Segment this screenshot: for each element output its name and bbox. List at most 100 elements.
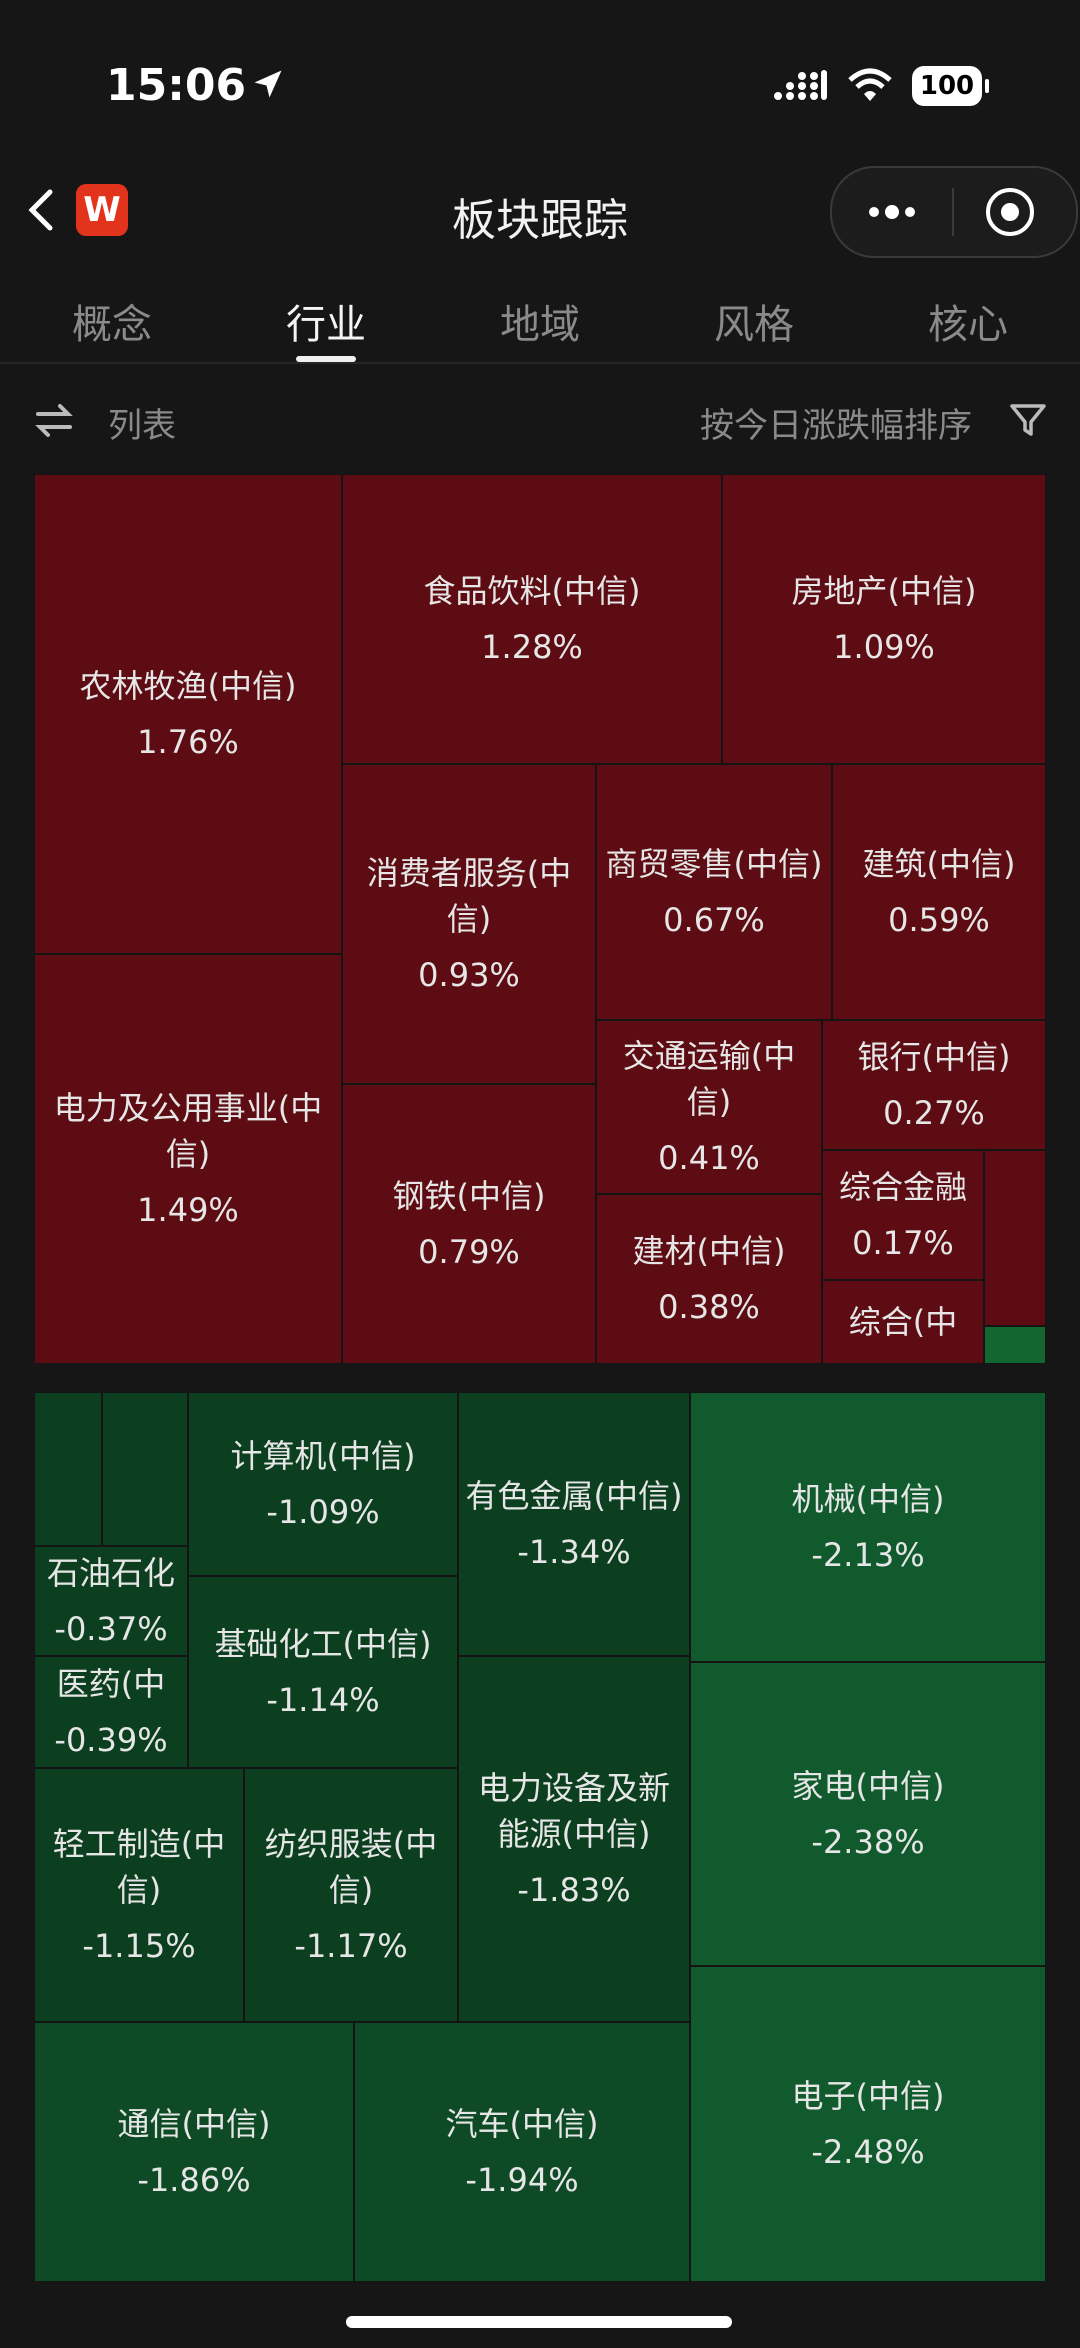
sector-name: 医药(中	[56, 1665, 166, 1703]
sector-tile[interactable]: 通信(中信) -1.86%	[34, 2022, 354, 2282]
sector-name: 商贸零售(中信)	[605, 845, 823, 883]
page-title: 板块跟踪	[452, 195, 628, 246]
sector-change: 1.28%	[481, 628, 583, 666]
sector-change: 0.79%	[418, 1233, 520, 1271]
sector-change: -1.17%	[294, 1927, 408, 1965]
sector-name: 石油石化	[46, 1554, 175, 1592]
sector-tile-small[interactable]	[984, 1326, 1046, 1364]
sector-tile[interactable]: 消费者服务(中信) 0.93%	[342, 764, 596, 1084]
sector-tile[interactable]: 石油石化 -0.37%	[34, 1546, 188, 1656]
sector-name: 有色金属(中信)	[465, 1477, 683, 1515]
sector-change: -1.83%	[517, 1871, 631, 1909]
capsule-divider	[952, 188, 954, 236]
navigation-bar: W 板块跟踪	[0, 160, 1080, 260]
sector-tile[interactable]: 计算机(中信) -1.09%	[188, 1392, 458, 1576]
tab-region[interactable]: 地域	[500, 302, 580, 348]
sector-change: 0.27%	[883, 1094, 985, 1132]
more-options-icon[interactable]	[860, 192, 924, 232]
sector-tile[interactable]: 电力设备及新能源(中信) -1.83%	[458, 1656, 690, 2022]
sector-tile[interactable]: 房地产(中信) 1.09%	[722, 474, 1046, 764]
sector-name: 房地产(中信)	[791, 572, 977, 610]
sector-tile-small[interactable]	[984, 1150, 1046, 1326]
sector-tile[interactable]: 建筑(中信) 0.59%	[832, 764, 1046, 1020]
sector-change: -1.15%	[82, 1927, 196, 1965]
sector-name: 综合金融	[838, 1168, 967, 1206]
sector-change: -2.13%	[811, 1536, 925, 1574]
sector-change: -1.34%	[517, 1533, 631, 1571]
sector-tile[interactable]: 电力及公用事业(中信) 1.49%	[34, 954, 342, 1364]
cellular-signal-icon	[774, 70, 827, 100]
tab-style[interactable]: 风格	[714, 302, 794, 348]
treemap-losers: 石油石化 -0.37% 医药(中 -0.39% 计算机(中信) -1.09% 基础化工…	[34, 1392, 1046, 2282]
sector-name: 银行(中信)	[857, 1038, 1011, 1076]
sector-name: 基础化工(中信)	[214, 1625, 432, 1663]
sector-tile[interactable]: 机械(中信) -2.13%	[690, 1392, 1046, 1662]
status-time: 15:06	[106, 60, 247, 111]
mini-program-capsule	[830, 166, 1078, 258]
sector-change: -1.09%	[266, 1493, 380, 1531]
sector-change: 0.17%	[852, 1224, 954, 1262]
sector-tile[interactable]: 综合金融 0.17%	[822, 1150, 984, 1280]
tab-industry[interactable]: 行业	[286, 302, 366, 348]
back-arrow-icon[interactable]	[20, 186, 64, 234]
sector-change: 0.41%	[658, 1139, 760, 1177]
sector-change: 1.76%	[137, 723, 239, 761]
sector-tile[interactable]: 家电(中信) -2.38%	[690, 1662, 1046, 1966]
sector-change: 0.38%	[658, 1288, 760, 1326]
filter-icon[interactable]	[1008, 400, 1048, 440]
active-tab-indicator	[296, 356, 356, 362]
sector-tile[interactable]: 有色金属(中信) -1.34%	[458, 1392, 690, 1656]
sector-tile-small[interactable]	[34, 1392, 102, 1546]
home-indicator[interactable]	[346, 2316, 732, 2328]
sector-tile[interactable]: 商贸零售(中信) 0.67%	[596, 764, 832, 1020]
tab-concept[interactable]: 概念	[72, 302, 152, 348]
category-tabs: 概念 行业 地域 风格 核心	[0, 280, 1080, 362]
tabs-divider	[0, 362, 1080, 364]
app-logo[interactable]: W	[76, 184, 128, 236]
swap-view-icon[interactable]	[34, 400, 74, 440]
sector-tile[interactable]: 交通运输(中信) 0.41%	[596, 1020, 822, 1194]
sector-name: 电力及公用事业(中信)	[53, 1089, 323, 1173]
sector-tile-small[interactable]	[102, 1392, 188, 1546]
sector-tile[interactable]: 轻工制造(中信) -1.15%	[34, 1768, 244, 2022]
sector-change: -2.48%	[811, 2133, 925, 2171]
sector-change: -1.14%	[266, 1681, 380, 1719]
sector-tile[interactable]: 基础化工(中信) -1.14%	[188, 1576, 458, 1768]
treemap-gainers: 农林牧渔(中信) 1.76% 食品饮料(中信) 1.28% 房地产(中信) 1.09%…	[34, 474, 1046, 1364]
close-target-icon[interactable]	[984, 186, 1036, 238]
sort-label[interactable]: 按今日涨跌幅排序	[700, 406, 972, 446]
sector-tile[interactable]: 食品饮料(中信) 1.28%	[342, 474, 722, 764]
sector-change: 1.09%	[833, 628, 935, 666]
battery-indicator: 100	[912, 66, 989, 106]
sector-tile[interactable]: 农林牧渔(中信) 1.76%	[34, 474, 342, 954]
sector-name: 钢铁(中信)	[392, 1177, 546, 1215]
sector-name: 轻工制造(中信)	[52, 1825, 226, 1909]
list-view-toggle[interactable]: 列表	[108, 406, 176, 446]
sector-name: 农林牧渔(中信)	[79, 667, 297, 705]
sector-name: 电子(中信)	[791, 2077, 945, 2115]
sector-name: 通信(中信)	[117, 2105, 271, 2143]
sector-tile[interactable]: 医药(中 -0.39%	[34, 1656, 188, 1768]
sector-tile[interactable]: 电子(中信) -2.48%	[690, 1966, 1046, 2282]
sector-tile[interactable]: 建材(中信) 0.38%	[596, 1194, 822, 1364]
sector-change: -2.38%	[811, 1823, 925, 1861]
sector-change: 0.59%	[888, 901, 990, 939]
sector-tile[interactable]: 综合(中	[822, 1280, 984, 1364]
sector-tile[interactable]: 银行(中信) 0.27%	[822, 1020, 1046, 1150]
sector-tile[interactable]: 纺织服装(中信) -1.17%	[244, 1768, 458, 2022]
sector-name: 食品饮料(中信)	[423, 572, 641, 610]
sector-change: 0.67%	[663, 901, 765, 939]
sector-change: -0.37%	[54, 1610, 168, 1648]
status-bar: 15:06 100	[0, 0, 1080, 150]
location-arrow-icon	[254, 70, 282, 98]
sector-tile[interactable]: 汽车(中信) -1.94%	[354, 2022, 690, 2282]
sector-name: 汽车(中信)	[445, 2105, 599, 2143]
sector-change: -0.39%	[54, 1721, 168, 1759]
sector-name: 交通运输(中信)	[622, 1037, 796, 1121]
sector-tile[interactable]: 钢铁(中信) 0.79%	[342, 1084, 596, 1364]
sector-name: 综合(中	[848, 1303, 958, 1341]
tab-core[interactable]: 核心	[928, 302, 1008, 348]
sector-name: 纺织服装(中信)	[264, 1825, 438, 1909]
sector-name: 电力设备及新能源(中信)	[477, 1769, 670, 1853]
sector-name: 机械(中信)	[791, 1480, 945, 1518]
